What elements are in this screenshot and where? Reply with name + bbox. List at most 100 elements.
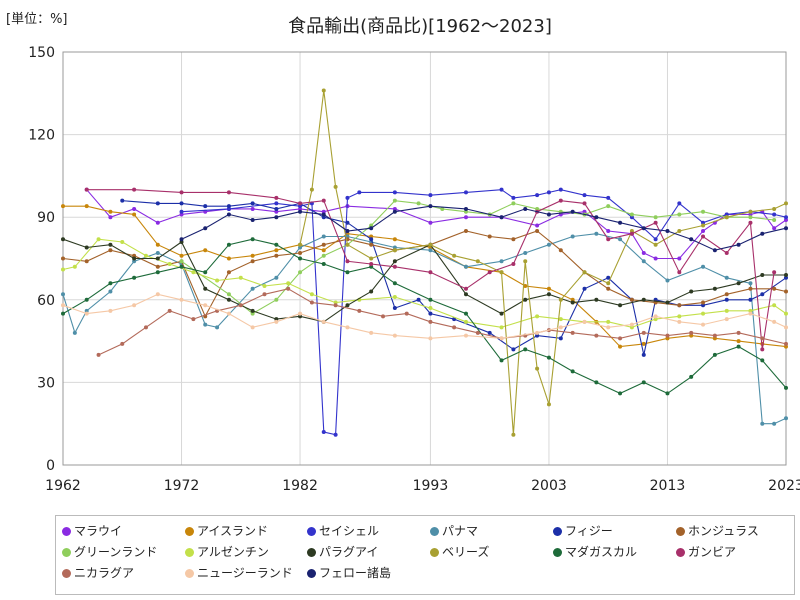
data-point: [760, 358, 765, 363]
series-8: [61, 237, 788, 330]
data-point: [286, 286, 291, 291]
series-9: [61, 237, 788, 324]
legend-item: フィジー: [553, 523, 613, 539]
data-point: [369, 289, 374, 294]
x-tick-label: 1982: [282, 478, 318, 494]
data-point: [191, 317, 196, 322]
data-point: [392, 295, 397, 300]
data-point: [179, 190, 184, 195]
data-point: [618, 237, 623, 242]
data-point: [724, 250, 729, 255]
series-line: [86, 189, 787, 260]
data-point: [558, 336, 563, 341]
data-point: [772, 212, 777, 217]
data-point: [72, 264, 77, 269]
data-point: [108, 248, 113, 253]
data-point: [381, 314, 386, 319]
data-point: [203, 270, 208, 275]
data-point: [523, 347, 528, 352]
data-point: [677, 228, 682, 233]
data-point: [760, 292, 765, 297]
data-point: [132, 259, 137, 264]
data-point: [333, 303, 338, 308]
series-line: [62, 238, 787, 328]
data-point: [689, 333, 694, 338]
data-point: [274, 297, 279, 302]
data-point: [357, 190, 362, 195]
legend-marker: [307, 548, 316, 557]
data-point: [274, 201, 279, 206]
data-point: [345, 259, 350, 264]
data-point: [689, 330, 694, 335]
data-point: [321, 209, 326, 214]
data-point: [226, 292, 231, 297]
data-point: [701, 264, 706, 269]
data-point: [120, 198, 125, 203]
data-point: [606, 195, 611, 200]
data-point: [629, 228, 634, 233]
data-point: [487, 270, 492, 275]
data-point: [274, 253, 279, 258]
data-point: [760, 336, 765, 341]
data-point: [61, 256, 65, 261]
legend-label: ガンビア: [688, 545, 737, 559]
data-point: [535, 223, 540, 228]
data-point: [452, 253, 457, 258]
data-point: [701, 300, 706, 305]
data-point: [535, 314, 540, 319]
data-point: [428, 242, 433, 247]
data-point: [653, 256, 658, 261]
data-point: [274, 275, 279, 280]
data-point: [203, 226, 208, 231]
data-point: [546, 212, 551, 217]
data-point: [84, 308, 89, 313]
data-point: [677, 270, 682, 275]
data-point: [298, 311, 303, 316]
data-point: [392, 248, 397, 253]
data-point: [321, 234, 326, 239]
data-point: [677, 201, 682, 206]
data-point: [226, 190, 231, 195]
x-tick-label: 2003: [531, 478, 567, 494]
data-point: [262, 292, 267, 297]
data-point: [641, 297, 646, 302]
data-point: [250, 311, 255, 316]
data-point: [274, 206, 279, 211]
data-point: [546, 402, 551, 407]
data-point: [428, 193, 433, 198]
data-point: [404, 311, 409, 316]
data-point: [546, 355, 551, 360]
legend-item: グリーンランド: [62, 544, 157, 560]
data-point: [724, 275, 729, 280]
data-point: [582, 209, 587, 214]
data-point: [772, 286, 777, 291]
x-tick-label: 2023: [768, 478, 800, 494]
data-point: [463, 206, 468, 211]
chart-svg: 0 30 60 90 120 150 1962 1972 1982 1993 2003 2013 20…: [28, 16, 800, 494]
data-point: [487, 330, 492, 335]
data-point: [392, 259, 397, 264]
data-point: [546, 190, 551, 195]
legend-item: ガンビア: [676, 544, 736, 560]
data-point: [298, 206, 303, 211]
data-point: [155, 292, 160, 297]
data-point: [606, 319, 611, 324]
data-point: [641, 352, 646, 357]
data-point: [724, 308, 729, 313]
data-point: [392, 264, 397, 269]
data-point: [321, 198, 326, 203]
data-point: [440, 206, 445, 211]
data-point: [333, 300, 338, 305]
data-point: [203, 248, 208, 253]
data-point: [582, 270, 587, 275]
data-point: [570, 297, 575, 302]
y-tick-label: 90: [37, 210, 55, 226]
data-point: [321, 215, 326, 220]
data-point: [452, 325, 457, 330]
data-point: [641, 259, 646, 264]
data-point: [523, 297, 528, 302]
data-point: [629, 231, 634, 236]
data-point: [96, 237, 101, 242]
data-point: [689, 237, 694, 242]
data-point: [298, 245, 303, 250]
